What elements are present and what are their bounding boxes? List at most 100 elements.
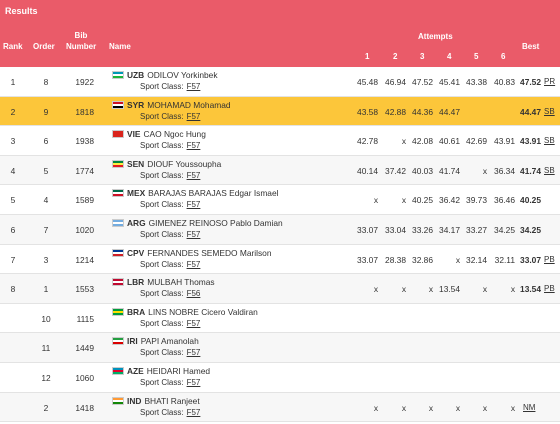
sport-class-link[interactable]: F57: [186, 259, 201, 269]
attempt-3-cell: 32.86: [412, 254, 433, 265]
attempt-1-cell: 33.07: [357, 224, 378, 235]
sport-class: Sport Class: F56: [140, 289, 200, 298]
country-flag-icon: [112, 366, 124, 375]
athlete-name: SEN DIOUF Youssoupha: [127, 159, 221, 169]
athlete-full-name[interactable]: BARAJAS BARAJAS Edgar Ismael: [148, 188, 279, 199]
sport-class-label: Sport Class:: [140, 229, 184, 239]
table-row: 3 6 1938 VIE CAO Ngoc Hung Sport Class: F57 42.…: [0, 126, 560, 156]
record-badge: PB: [544, 254, 555, 264]
attempt-1-cell: 43.58: [357, 106, 378, 117]
athlete-full-name[interactable]: DIOUF Youssoupha: [147, 158, 222, 169]
attempt-2-cell: x: [401, 195, 406, 206]
country-flag-icon: [112, 189, 124, 198]
country-flag-icon: [112, 248, 124, 257]
bib-cell: 1938: [75, 136, 94, 147]
sport-class-link[interactable]: F57: [186, 348, 201, 358]
header-attempt-6: 6: [501, 52, 506, 61]
sport-class-link[interactable]: F57: [186, 111, 201, 121]
best-cell: 44.47: [520, 106, 541, 117]
bib-cell: 1553: [75, 284, 94, 295]
sport-class: Sport Class: F57: [140, 230, 200, 239]
sport-class-link[interactable]: F57: [186, 170, 201, 180]
attempt-4-cell: 40.61: [439, 136, 460, 147]
order-cell: 4: [43, 195, 49, 206]
table-row: 10 1115 BRA LINS NOBRE Cicero Valdiran Sport…: [0, 304, 560, 334]
rank-cell: 4: [10, 165, 16, 176]
country-code: LBR: [127, 277, 145, 288]
attempt-2-cell: x: [401, 402, 406, 413]
athlete-full-name[interactable]: MULBAH Thomas: [147, 277, 215, 288]
sport-class-link[interactable]: F56: [186, 289, 201, 299]
country-flag-icon: [112, 130, 124, 139]
athlete-name: IND BHATI Ranjeet: [127, 396, 200, 406]
sport-class-label: Sport Class:: [140, 111, 184, 121]
sport-class-label: Sport Class:: [140, 407, 184, 417]
table-row: 11 1449 IRI PAPI Amanolah Sport Class: F57: [0, 333, 560, 363]
attempt-5-cell: 42.69: [466, 136, 487, 147]
bib-cell: 1214: [75, 254, 94, 265]
country-code: VIE: [127, 129, 141, 140]
attempt-3-cell: 40.03: [412, 165, 433, 176]
attempt-6-cell: x: [510, 402, 515, 413]
athlete-name: CPV FERNANDES SEMEDO Marilson: [127, 248, 272, 258]
country-flag-icon: [112, 159, 124, 168]
athlete-full-name[interactable]: PAPI Amanolah: [140, 336, 199, 347]
header-attempts: Attempts: [418, 32, 453, 41]
order-cell: 2: [43, 402, 49, 413]
athlete-full-name[interactable]: HEIDARI Hamed: [146, 365, 211, 376]
bib-cell: 1922: [75, 77, 94, 87]
attempt-6-cell: 36.34: [494, 165, 515, 176]
attempt-4-cell: x: [455, 254, 460, 265]
rank-cell: 3: [10, 136, 16, 147]
attempt-1-cell: x: [373, 195, 378, 206]
rank-cell: 5: [10, 195, 16, 206]
rank-cell: 7: [10, 254, 16, 265]
sport-class-link[interactable]: F57: [186, 377, 201, 387]
sport-class-link[interactable]: F57: [186, 141, 201, 151]
table-row: 5 4 1589 MEX BARAJAS BARAJAS Edgar Ismael Spo…: [0, 185, 560, 215]
table-row: 2 9 1818 SYR MOHAMAD Mohamad Sport Class: F57 4…: [0, 96, 560, 127]
country-code: IRI: [127, 336, 138, 347]
best-cell: 41.74: [520, 165, 541, 176]
attempt-6-cell: 40.83: [494, 77, 515, 87]
sport-class-link[interactable]: F57: [186, 200, 201, 210]
attempt-6-cell: 43.91: [494, 136, 515, 147]
athlete-full-name[interactable]: MOHAMAD Mohamad: [147, 99, 231, 110]
athlete-full-name[interactable]: ODILOV Yorkinbek: [147, 70, 218, 80]
attempt-3-cell: 40.25: [412, 195, 433, 206]
athlete-full-name[interactable]: GIMENEZ REINOSO Pablo Damian: [148, 217, 283, 228]
sport-class-link[interactable]: F57: [186, 318, 201, 328]
attempt-6-cell: x: [510, 284, 515, 295]
record-badge: SB: [544, 106, 555, 116]
record-badge: SB: [544, 165, 555, 175]
header-bib: Bib Number: [66, 31, 97, 51]
order-cell: 11: [41, 343, 51, 354]
sport-class-link[interactable]: F57: [186, 82, 201, 91]
table-row: 8 1 1553 LBR MULBAH Thomas Sport Class: F56 x x x…: [0, 274, 560, 304]
country-code: IND: [127, 395, 142, 406]
country-flag-icon: [112, 337, 124, 346]
attempt-4-cell: 34.17: [439, 224, 460, 235]
order-cell: 10: [41, 313, 51, 324]
sport-class-label: Sport Class:: [140, 200, 184, 210]
sport-class: Sport Class: F57: [140, 171, 200, 180]
sport-class-label: Sport Class:: [140, 170, 184, 180]
athlete-full-name[interactable]: BHATI Ranjeet: [144, 395, 200, 406]
athlete-full-name[interactable]: FERNANDES SEMEDO Marilson: [147, 247, 272, 258]
sport-class: Sport Class: F57: [140, 82, 200, 91]
attempt-5-cell: 32.14: [466, 254, 487, 265]
sport-class: Sport Class: F57: [140, 319, 200, 328]
sport-class-link[interactable]: F57: [186, 407, 201, 417]
athlete-full-name[interactable]: CAO Ngoc Hung: [143, 129, 206, 140]
athlete-name: ARG GIMENEZ REINOSO Pablo Damian: [127, 218, 283, 228]
athlete-full-name[interactable]: LINS NOBRE Cicero Valdiran: [148, 306, 258, 317]
table-row: 2 1418 IND BHATI Ranjeet Sport Class: F57 x x x x…: [0, 392, 560, 423]
rank-cell: 1: [10, 77, 16, 87]
country-flag-icon: [112, 71, 124, 79]
sport-class-link[interactable]: F57: [186, 229, 201, 239]
attempt-2-cell: x: [401, 136, 406, 147]
country-flag-icon: [112, 100, 124, 109]
sport-class: Sport Class: F57: [140, 348, 200, 357]
attempt-5-cell: 39.73: [466, 195, 487, 206]
